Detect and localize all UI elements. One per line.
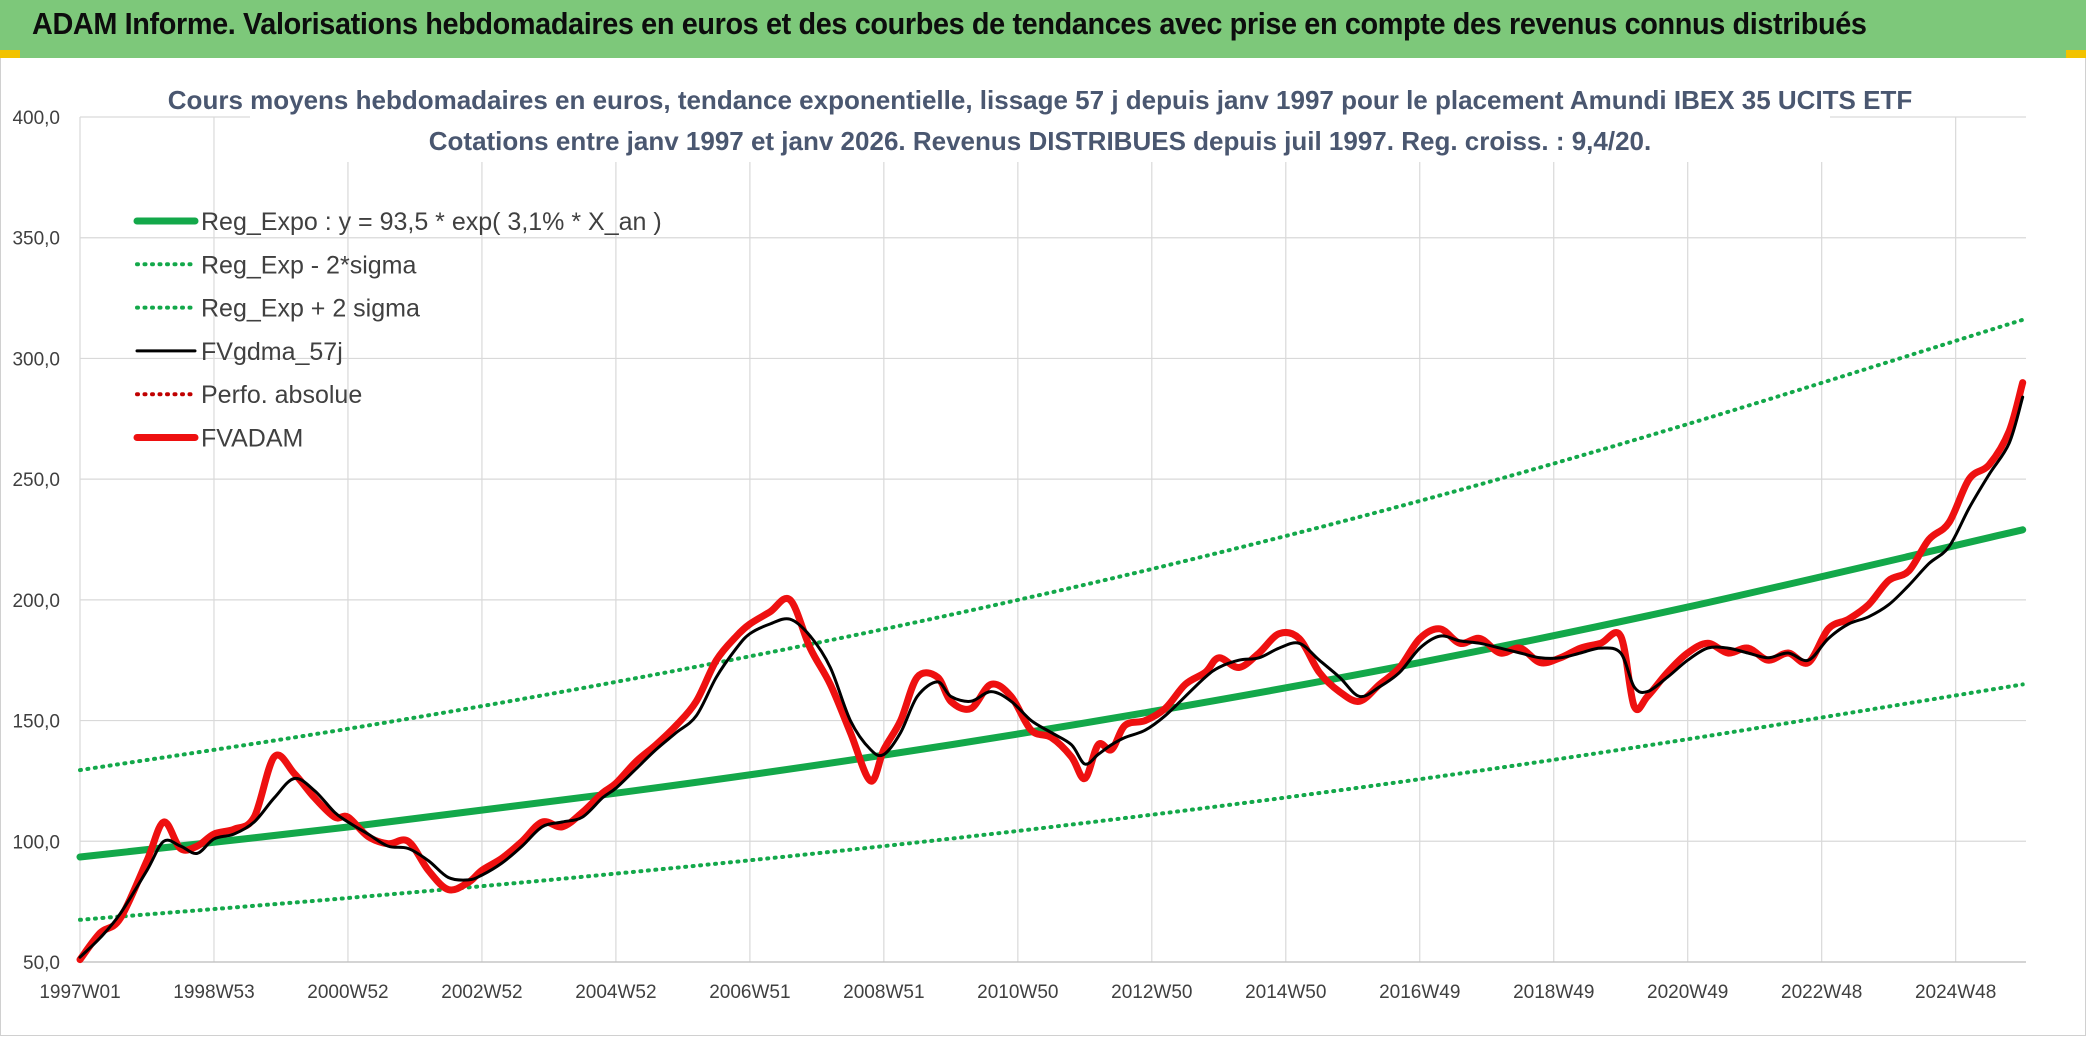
chart-subtitle: Cotations entre janv 1997 et janv 2026. … [429, 126, 1651, 156]
x-tick-label: 2002W52 [441, 982, 522, 1003]
legend-label: FVgdma_57j [201, 338, 343, 366]
x-tick-label: 1997W01 [39, 982, 120, 1003]
y-tick-label: 400,0 [12, 108, 60, 129]
x-tick-label: 2020W49 [1647, 982, 1728, 1003]
y-tick-label: 100,0 [12, 832, 60, 853]
x-tick-label: 2004W52 [575, 982, 656, 1003]
series-line-1 [78, 682, 2025, 922]
x-tick-label: 2006W51 [709, 982, 790, 1003]
x-tick-label: 2008W51 [843, 982, 924, 1003]
x-axis-labels: 1997W01 1998W53 2000W52 2002W52 2004W52 2006W… [39, 982, 1996, 1003]
x-tick-label: 1998W53 [173, 982, 254, 1003]
x-tick-label: 2012W50 [1111, 982, 1192, 1003]
chart-title: Cours moyens hebdomadaires en euros, ten… [168, 85, 1912, 115]
y-axis-labels: 400,0 350,0 300,0 250,0 200,0 150,0 100,0 50,0 [12, 108, 60, 974]
legend-label: Perfo. absolue [201, 381, 362, 409]
x-tick-label: 2022W48 [1781, 982, 1862, 1003]
series-line-3 [78, 395, 2025, 959]
x-tick-label: 2000W52 [307, 982, 388, 1003]
x-tick-label: 2016W49 [1379, 982, 1460, 1003]
page-title: ADAM Informe. Valorisations hebdomadaire… [32, 6, 1867, 41]
corner-accent-right [2066, 50, 2086, 58]
y-tick-label: 250,0 [12, 470, 60, 491]
legend-label: Reg_Exp + 2 sigma [201, 295, 420, 323]
legend: Reg_Expo : y = 93,5 * exp( 3,1% * X_an )… [133, 208, 662, 453]
y-tick-label: 300,0 [12, 349, 60, 370]
legend-label: Reg_Expo : y = 93,5 * exp( 3,1% * X_an ) [201, 208, 662, 236]
y-tick-label: 150,0 [12, 712, 60, 733]
y-tick-label: 350,0 [12, 229, 60, 250]
series-layer [76, 317, 2027, 964]
legend-label: Reg_Exp - 2*sigma [201, 251, 416, 279]
legend-label: FVADAM [201, 425, 303, 453]
series-line-0 [76, 526, 2027, 861]
x-tick-label: 2024W48 [1915, 982, 1996, 1003]
y-tick-label: 200,0 [12, 591, 60, 612]
y-tick-label: 50,0 [23, 953, 60, 974]
corner-accent-left [0, 50, 20, 58]
series-line-2 [78, 317, 2025, 773]
series-line-5 [76, 379, 2027, 964]
x-tick-label: 2010W50 [977, 982, 1058, 1003]
x-tick-label: 2018W49 [1513, 982, 1594, 1003]
x-tick-label: 2014W50 [1245, 982, 1326, 1003]
title-background [250, 82, 1830, 162]
header-banner: ADAM Informe. Valorisations hebdomadaire… [0, 0, 2086, 58]
